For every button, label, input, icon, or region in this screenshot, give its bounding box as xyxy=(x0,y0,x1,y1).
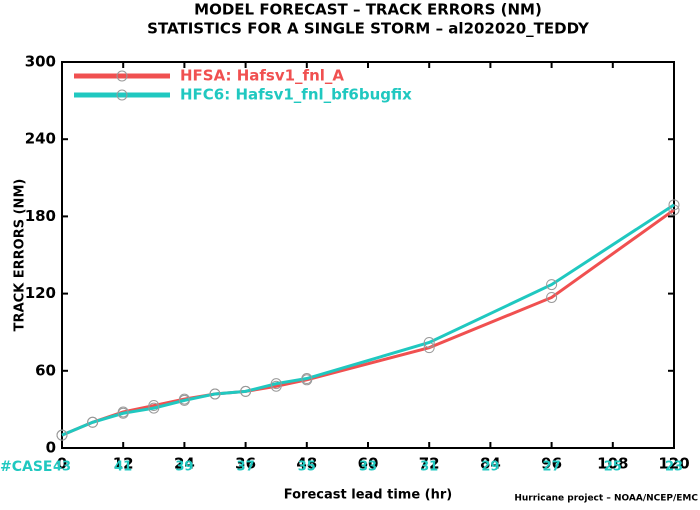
case-count: 41 xyxy=(114,460,132,475)
series-line xyxy=(61,208,675,437)
y-tick-label: 240 xyxy=(25,130,56,148)
case-count: 33 xyxy=(359,460,377,475)
point xyxy=(240,385,252,397)
y-tick-label: 180 xyxy=(25,207,56,225)
credit: Hurricane project – NOAA/NCEP/EMC xyxy=(514,494,698,504)
point xyxy=(117,407,129,419)
y-tick-label: 300 xyxy=(25,53,56,71)
x-axis-label: Forecast lead time (hr) xyxy=(284,488,452,503)
y-axis-label: TRACK ERRORS (NM) xyxy=(13,179,28,332)
case-count: 29 xyxy=(481,460,499,475)
case-count: 25 xyxy=(604,460,622,475)
x-tick-label: 60 xyxy=(358,455,379,473)
case-label: #CASE xyxy=(0,459,53,475)
point xyxy=(148,402,160,414)
x-tick-label: 36 xyxy=(235,455,256,473)
y-tick-label: 0 xyxy=(46,439,56,457)
case-count: 39 xyxy=(175,460,193,475)
case-count: 35 xyxy=(298,460,316,475)
x-tick-label: 72 xyxy=(419,455,440,473)
point xyxy=(87,416,99,428)
legend-marker xyxy=(116,89,128,101)
legend-label: HFSA: Hafsv1_fnl_A xyxy=(180,67,344,85)
legend-marker xyxy=(116,70,128,82)
case-count: 37 xyxy=(237,460,255,475)
x-tick-label: 96 xyxy=(541,455,562,473)
point xyxy=(270,378,282,390)
case-count: 31 xyxy=(420,460,438,475)
x-tick-label: 48 xyxy=(296,455,317,473)
point xyxy=(546,291,558,303)
point xyxy=(178,394,190,406)
x-tick-label: 108 xyxy=(597,455,628,473)
case-count: 43 xyxy=(53,460,71,475)
plot-frame xyxy=(61,61,675,449)
point xyxy=(209,388,221,400)
x-tick-label: 24 xyxy=(174,455,195,473)
x-tick-label: 120 xyxy=(658,455,689,473)
case-count: 23 xyxy=(665,460,683,475)
point xyxy=(301,373,313,385)
x-tick-label: 0 xyxy=(57,455,67,473)
point xyxy=(56,429,68,441)
legend-label: HFC6: Hafsv1_fnl_bf6bugfix xyxy=(180,86,412,104)
y-tick-label: 60 xyxy=(35,361,56,379)
chart-subtitle: STATISTICS FOR A SINGLE STORM – al202020… xyxy=(147,20,590,38)
y-tick-label: 120 xyxy=(25,284,56,302)
x-tick-label: 12 xyxy=(113,455,134,473)
x-tick-label: 84 xyxy=(480,455,501,473)
point xyxy=(668,199,680,211)
chart-title: MODEL FORECAST – TRACK ERRORS (NM) xyxy=(194,1,542,19)
point xyxy=(546,279,558,291)
point xyxy=(423,336,435,348)
case-count: 27 xyxy=(543,460,561,475)
